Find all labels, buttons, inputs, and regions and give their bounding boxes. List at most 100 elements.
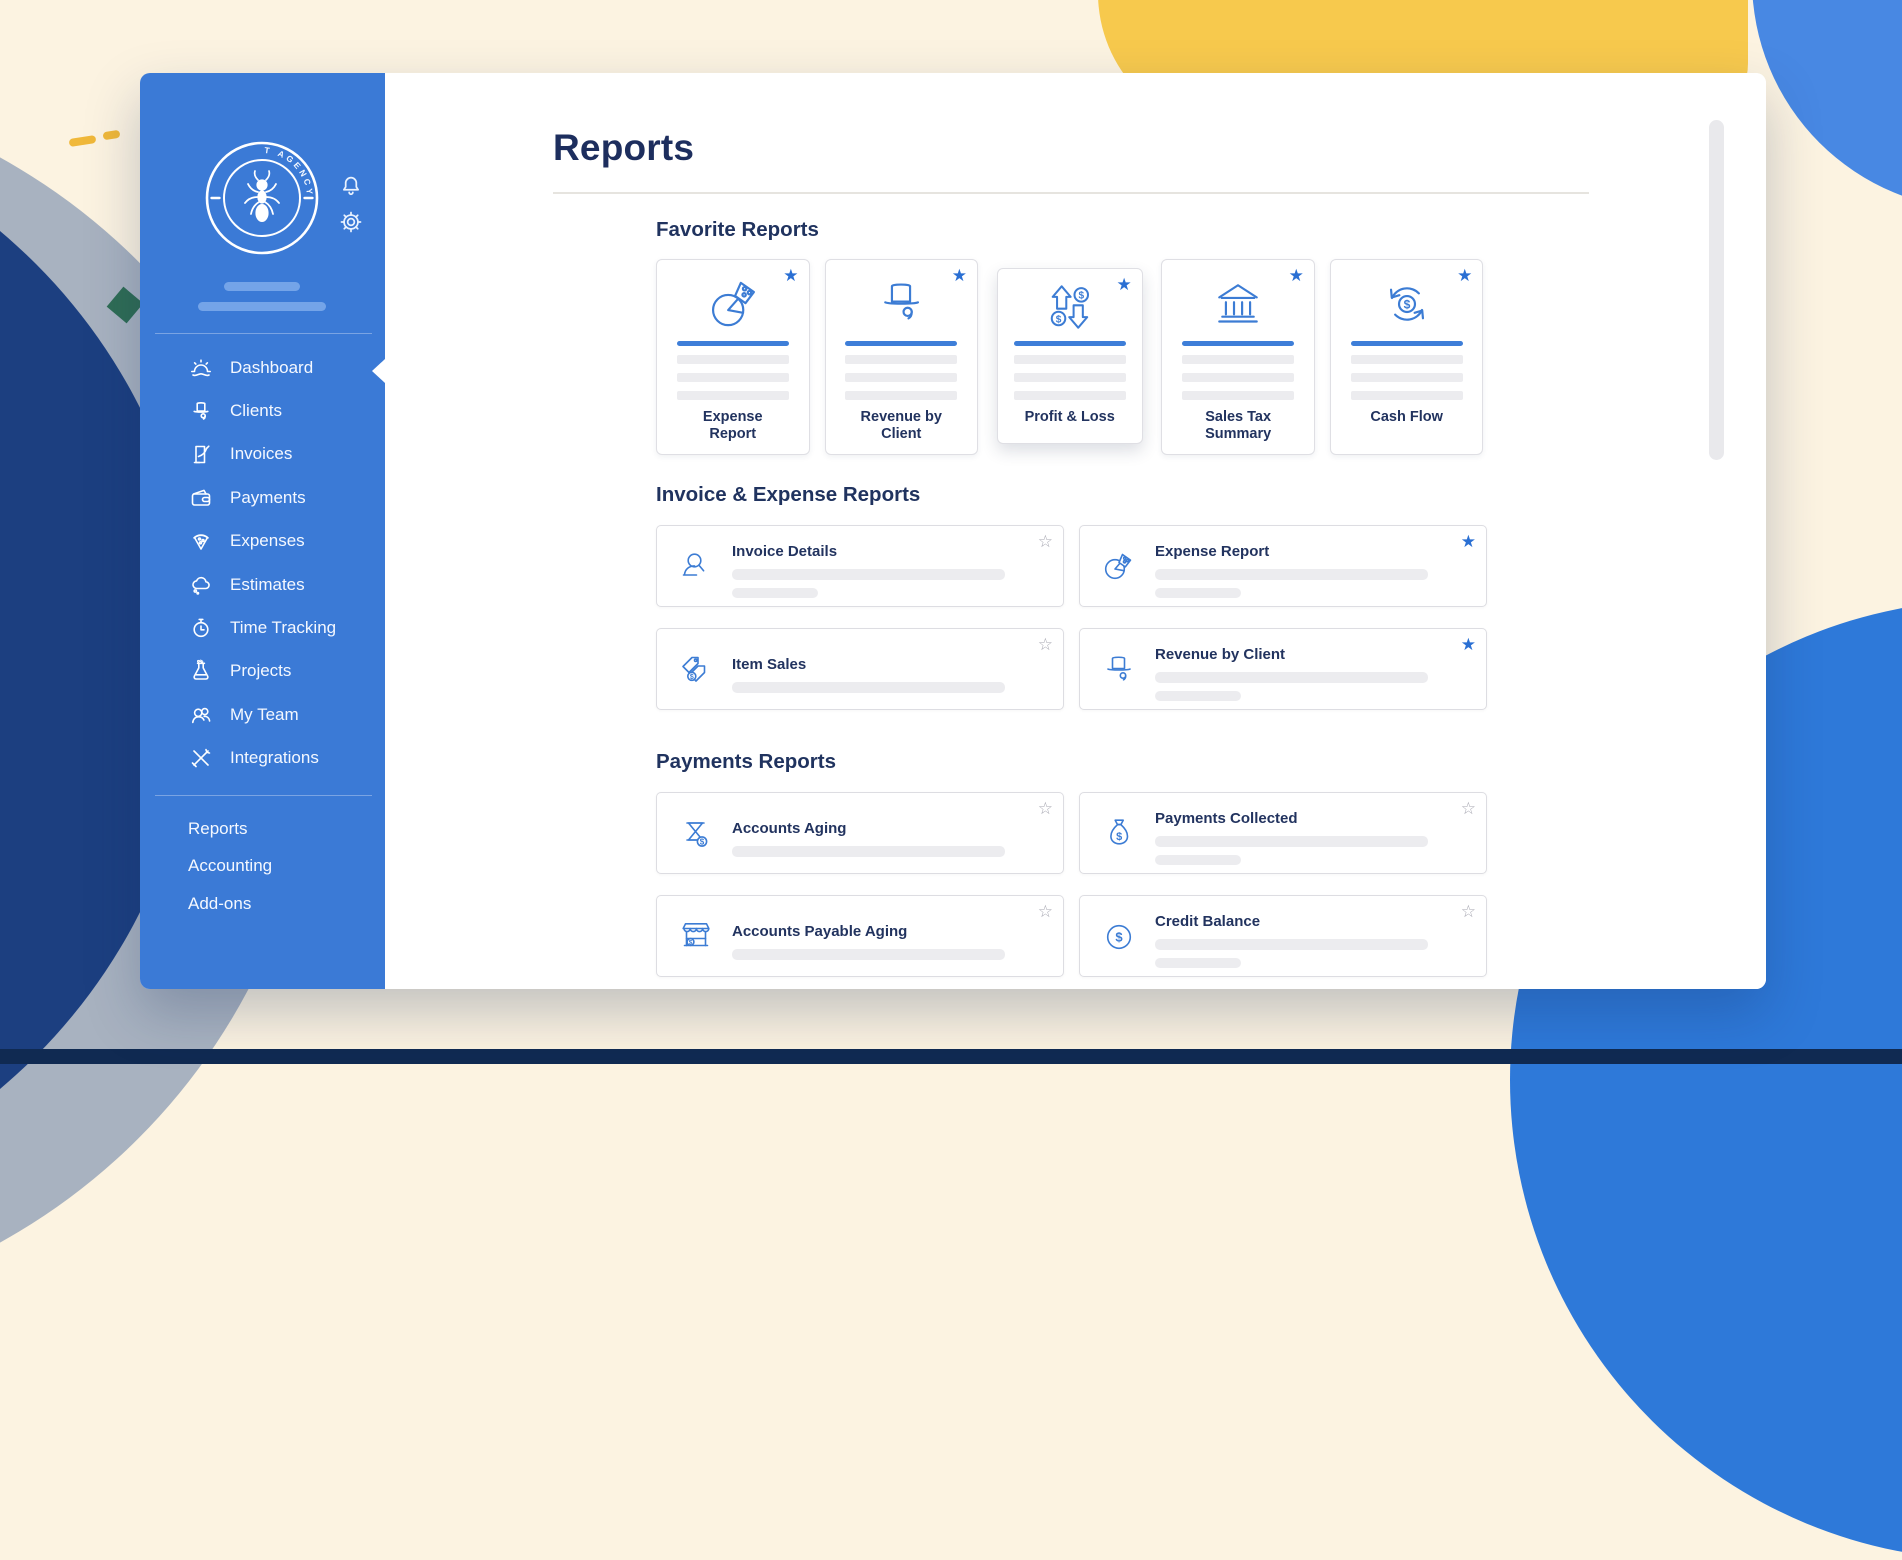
card-label: Sales Tax Summary: [1205, 409, 1272, 443]
report-item-accounts-payable-aging[interactable]: $ Accounts Payable Aging: [656, 895, 1064, 977]
section-title: Payments Reports: [656, 750, 837, 773]
star-outline-icon[interactable]: [1461, 903, 1476, 920]
text-placeholder: [676, 391, 789, 400]
sidebar-item-integrations[interactable]: Integrations: [140, 737, 385, 780]
hourglass-coin-icon: $: [676, 814, 716, 854]
star-filled-icon[interactable]: [1461, 636, 1476, 653]
text-placeholder: [1350, 373, 1463, 382]
sidebar-item-projects[interactable]: Projects: [140, 650, 385, 693]
text-placeholder: [1013, 391, 1126, 400]
card-accent-rule: [1013, 341, 1126, 346]
section-title: Favorite Reports: [656, 218, 819, 241]
text-placeholder: [1182, 373, 1295, 382]
sidebar-item-accounting[interactable]: Accounting: [188, 856, 273, 876]
text-placeholder: [676, 355, 789, 364]
report-title: Credit Balance: [1155, 913, 1261, 930]
stopwatch-icon: [189, 616, 213, 640]
invoice-expense-reports-section: Invoice & Expense Reports Invoice Detail…: [656, 483, 1489, 710]
favorite-card-sales-tax-summary[interactable]: Sales Tax Summary: [1161, 259, 1315, 455]
cycle-arrows-dollar-icon: $: [1331, 273, 1483, 335]
report-title: Revenue by Client: [1155, 646, 1286, 663]
active-item-indicator: [372, 359, 385, 383]
card-label: Profit & Loss: [1024, 409, 1115, 425]
report-item-expense-report[interactable]: Expense Report: [1079, 525, 1487, 607]
star-outline-icon[interactable]: [1038, 903, 1053, 920]
text-placeholder: [845, 355, 958, 364]
dollar-circle-icon: $: [1099, 917, 1139, 957]
money-bag-icon: $: [1099, 814, 1139, 854]
brand-logo: THE ANT AGENCY: [198, 131, 321, 257]
sidebar-item-payments[interactable]: Payments: [140, 476, 385, 519]
sidebar-item-my-team[interactable]: My Team: [140, 693, 385, 736]
star-outline-icon[interactable]: [1038, 800, 1053, 817]
bell-icon[interactable]: [338, 173, 364, 199]
report-title: Invoice Details: [732, 543, 838, 560]
sidebar-item-dashboard[interactable]: Dashboard: [140, 346, 385, 389]
text-placeholder: [1182, 391, 1295, 400]
sidebar-item-reports[interactable]: Reports: [188, 818, 248, 838]
text-placeholder: [732, 949, 1005, 960]
star-filled-icon[interactable]: [1461, 533, 1476, 550]
favorite-card-profit-and-loss[interactable]: $$ Profit & Loss: [996, 268, 1143, 444]
person-magnifier-icon: [676, 547, 716, 587]
star-outline-icon[interactable]: [1461, 800, 1476, 817]
text-placeholder: [1182, 355, 1295, 364]
report-item-revenue-by-client[interactable]: Revenue by Client: [1079, 628, 1487, 710]
decor-bottom-navy-bar: [0, 1049, 1902, 1064]
favorite-card-cash-flow[interactable]: $ Cash Flow: [1329, 259, 1484, 455]
report-item-accounts-aging[interactable]: $ Accounts Aging: [656, 792, 1064, 874]
sidebar-item-clients[interactable]: Clients: [140, 389, 385, 432]
svg-text:$: $: [1403, 298, 1410, 312]
star-filled-icon[interactable]: [783, 267, 798, 284]
sidebar-item-invoices[interactable]: Invoices: [140, 433, 385, 476]
report-item-payments-collected[interactable]: $ Payments Collected: [1079, 792, 1487, 874]
card-accent-rule: [1182, 341, 1295, 346]
text-placeholder: [845, 373, 958, 382]
text-placeholder: [1013, 355, 1126, 364]
star-filled-icon[interactable]: [952, 267, 967, 284]
sidebar-item-estimates[interactable]: Estimates: [140, 563, 385, 606]
star-outline-icon[interactable]: [1038, 636, 1053, 653]
sidebar-divider: [155, 333, 372, 334]
favorite-card-revenue-by-client[interactable]: Revenue by Client: [824, 259, 978, 455]
sidebar-item-expenses[interactable]: Expenses: [140, 520, 385, 563]
text-placeholder: [845, 391, 958, 400]
report-item-item-sales[interactable]: $ Item Sales: [656, 628, 1064, 710]
card-accent-rule: [676, 341, 789, 346]
page-title: Reports: [553, 127, 695, 168]
sidebar-nav: Dashboard Clients Invoices Payments Expe…: [140, 346, 385, 780]
sidebar: THE ANT AGENCY: [140, 73, 385, 989]
star-filled-icon[interactable]: [1116, 276, 1131, 293]
favorite-card-expense-report[interactable]: Expense Report: [656, 259, 810, 455]
sidebar-actions: [338, 173, 364, 235]
favorite-cards-row: Expense Report Revenue by Client: [656, 259, 1489, 455]
text-placeholder: [676, 373, 789, 382]
svg-text:$: $: [1116, 831, 1122, 843]
report-title: Accounts Payable Aging: [732, 923, 908, 940]
report-title: Expense Report: [1155, 543, 1270, 560]
text-placeholder: [1013, 373, 1126, 382]
wallet-icon: [189, 486, 213, 510]
profit-loss-arrows-icon: $ $: [998, 279, 1142, 335]
sidebar-item-time-tracking[interactable]: Time Tracking: [140, 606, 385, 649]
gear-icon[interactable]: [338, 209, 364, 235]
text-placeholder: [1155, 958, 1241, 968]
star-outline-icon[interactable]: [1038, 533, 1053, 550]
account-subtitle-placeholder: [198, 302, 326, 311]
sidebar-item-add-ons[interactable]: Add-ons: [188, 893, 252, 913]
star-filled-icon[interactable]: [1457, 267, 1472, 284]
svg-text:$: $: [689, 939, 693, 946]
text-placeholder: [1155, 939, 1428, 950]
scrollbar-thumb[interactable]: [1709, 120, 1724, 460]
pie-slice-chart-icon: [1099, 547, 1139, 587]
sidebar-item-label: Time Tracking: [230, 618, 337, 638]
sidebar-item-label: Clients: [230, 401, 282, 421]
sidebar-item-label: Integrations: [230, 748, 319, 768]
sidebar-item-label: Expenses: [230, 531, 305, 551]
favorite-reports-section: Favorite Reports Expense Report: [656, 218, 1489, 455]
sidebar-footer-nav: Reports Accounting Add-ons: [140, 810, 385, 923]
star-filled-icon[interactable]: [1289, 267, 1304, 284]
card-label: Cash Flow: [1370, 409, 1443, 425]
report-item-credit-balance[interactable]: $ Credit Balance: [1079, 895, 1487, 977]
report-item-invoice-details[interactable]: Invoice Details: [656, 525, 1064, 607]
